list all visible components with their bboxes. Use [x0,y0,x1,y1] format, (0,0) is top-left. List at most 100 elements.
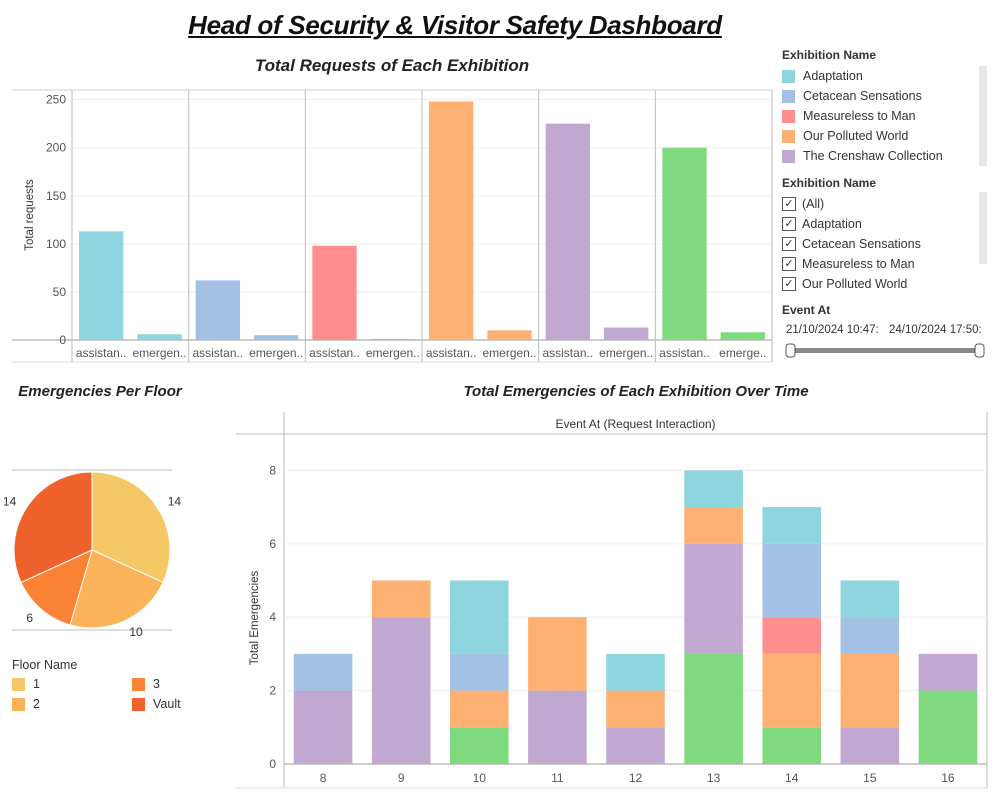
legend-label: Our Polluted World [803,129,909,143]
stacked-bar-segment [449,690,509,728]
request-bar [254,335,299,340]
color-legend-title: Exhibition Name [782,48,877,62]
filter-option[interactable]: ✓ Measureless to Man [782,254,982,274]
y-tick-label: 6 [269,537,276,551]
slider-handle-start[interactable] [785,343,796,358]
x-tick-label: 14 [785,771,799,785]
floor-legend-item[interactable]: Vault [132,694,252,714]
x-tick-label: assistan.. [659,346,710,360]
stacked-bar-segment [684,470,743,508]
filter-option[interactable]: ✓ Adaptation [782,214,982,234]
stacked-bar-segment [528,690,587,764]
stacked-bar-segment [918,690,978,764]
stacked-bar-segment [449,580,509,654]
color-legend-item[interactable]: The Crenshaw Collection [782,146,982,166]
requests-chart-title: Total Requests of Each Exhibition [254,56,530,75]
legend-swatch [782,69,795,83]
x-tick-label: assistan.. [426,346,477,360]
y-tick-label: 100 [46,237,66,251]
floor-legend-title: Floor Name [12,658,78,672]
color-legend-item[interactable]: Cetacean Sensations [782,86,982,106]
x-tick-label: emerge.. [719,346,766,360]
x-tick-label: 12 [629,771,643,785]
legend-label: 3 [153,677,160,691]
stacked-bar-segment [840,727,900,764]
color-legend-item[interactable]: Our Polluted World [782,126,982,146]
color-legend-item[interactable]: Adaptation [782,66,982,86]
checkbox[interactable]: ✓ [782,257,796,271]
stacked-bar-segment [918,653,978,691]
y-axis-label: Total Emergencies [249,570,261,665]
stacked-bar-segment [684,507,743,544]
event-at-slider[interactable] [782,342,992,360]
pie-value-label: 6 [26,611,33,625]
y-tick-label: 2 [269,684,276,698]
filter-scrollbar[interactable] [979,192,987,264]
filter-option[interactable]: ✓ Our Polluted World [782,274,982,294]
emergencies-time-chart: Event At (Request Interaction) 0 2 4 6 8 Total… [236,412,988,789]
filter-option-label: Our Polluted World [802,277,908,291]
legend-label: Vault [153,697,181,711]
stacked-bar-segment [293,690,353,764]
stacked-bar-segment [840,580,900,618]
legend-scrollbar[interactable] [979,66,987,166]
stacked-bar-segment [762,543,822,618]
legend-label: Adaptation [803,69,863,83]
stacked-bar-segment [293,653,353,691]
filter-option-label: (All) [802,197,825,211]
stacked-bar-segment [762,653,822,728]
x-tick-label: 8 [320,771,327,785]
x-tick-label: assistan.. [542,346,593,360]
filter-option-label: Adaptation [802,217,862,231]
filter-option-label: Cetacean Sensations [802,237,921,251]
filter-option[interactable]: ✓ Cetacean Sensations [782,234,982,254]
request-bar [195,280,240,340]
legend-swatch [782,149,795,163]
request-bar [79,231,124,340]
pie-slice [69,549,164,629]
floor-legend-item[interactable]: 3 [132,674,252,694]
y-tick-label: 8 [269,463,276,477]
legend-swatch [12,677,25,691]
filter-title: Exhibition Name [782,176,877,190]
legend-label: Measureless to Man [803,109,916,123]
floor-legend-item[interactable]: 2 [12,694,132,714]
checkbox[interactable]: ✓ [782,197,796,211]
dashboard-title: Head of Security & Visitor Safety Dashbo… [188,10,722,40]
pie-slice [91,471,171,584]
legend-label: The Crenshaw Collection [803,149,943,163]
stacked-bar-segment [528,617,587,691]
x-tick-label: assistan.. [192,346,243,360]
y-axis-label: Total requests [24,179,36,251]
legend-label: 2 [33,697,40,711]
checkbox[interactable]: ✓ [782,237,796,251]
request-bar [312,245,357,340]
x-tick-label: assistan.. [309,346,360,360]
x-tick-label: emergen.. [366,346,420,360]
x-tick-label: 13 [707,771,721,785]
stacked-bar-segment [762,617,822,654]
x-tick-label: 11 [551,771,564,785]
event-at-title: Event At [782,303,831,317]
stacked-bar-segment [606,727,665,764]
pie-value-label: 14 [168,494,182,508]
time-header-label: Event At (Request Interaction) [555,417,715,431]
x-tick-label: emergen.. [249,346,303,360]
color-legend-item[interactable]: Measureless to Man [782,106,982,126]
request-bar [662,147,707,340]
floor-legend-item[interactable]: 1 [12,674,132,694]
stacked-bar-segment [449,727,509,764]
event-at-start: 21/10/2024 10:47: [786,324,879,336]
filter-option-label: Measureless to Man [802,257,915,271]
floor-pie-chart: 14 10 6 14 [3,469,182,639]
checkbox[interactable]: ✓ [782,277,796,291]
time-chart-title: Total Emergencies of Each Exhibition Ove… [463,383,809,400]
floor-legend: Floor Name 1 3 2 Vault [12,658,252,714]
checkbox[interactable]: ✓ [782,217,796,231]
y-tick-label: 0 [59,333,66,347]
slider-handle-end[interactable] [974,343,985,358]
request-bar [137,334,182,340]
request-bar [720,332,765,340]
legend-swatch [132,697,145,711]
filter-option[interactable]: ✓ (All) [782,194,982,214]
